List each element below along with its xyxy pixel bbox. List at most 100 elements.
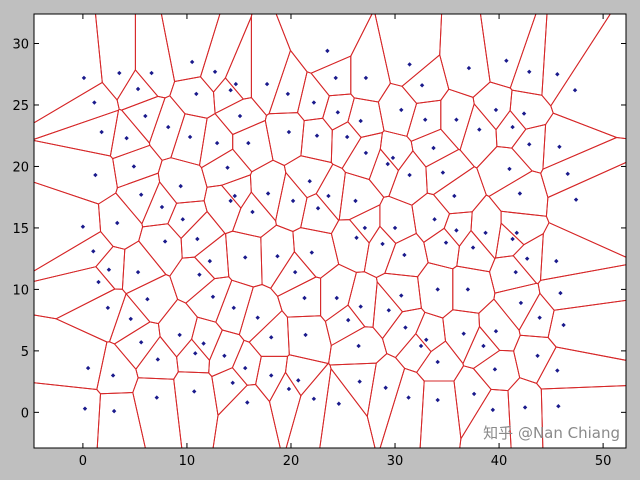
data-point [335,110,341,115]
data-point [80,224,86,229]
y-tick-label: 15 [12,222,29,237]
data-point [493,107,499,113]
data-point [518,300,524,306]
data-point [527,142,532,147]
data-point [155,357,161,362]
data-point [422,117,428,122]
x-tick-label: 20 [283,454,300,469]
y-tick-label: 5 [21,345,29,360]
data-point [517,191,523,196]
data-point [275,254,280,259]
data-point [201,341,206,346]
data-point [243,255,248,260]
data-point [524,256,530,261]
data-point [454,228,459,233]
data-point [264,81,270,87]
data-point [96,279,101,285]
data-point [443,240,449,245]
data-point [418,343,424,349]
data-point [228,88,233,93]
data-point [197,272,202,277]
data-point [399,293,404,298]
voronoi-edges [34,14,626,448]
data-point [210,294,216,299]
data-point [159,204,165,210]
data-point [471,391,477,397]
data-point [522,405,528,410]
data-point [535,353,540,358]
data-point [346,317,351,323]
x-tick-label: 50 [595,454,612,469]
data-point [309,250,314,255]
data-point [135,269,141,275]
data-point [302,295,307,301]
data-point [307,179,312,184]
watermark: 知乎 @Nan Chiang [483,424,620,442]
data-point [110,373,116,378]
data-point [250,209,255,215]
voronoi-cell [379,367,425,448]
data-point [380,241,385,247]
data-point [187,134,193,140]
plot-frame [33,13,627,449]
y-tick-label: 10 [12,283,29,298]
y-tick-label: 30 [12,38,29,53]
voronoi-cell [507,377,544,448]
data-point [311,396,317,402]
data-point [286,386,292,392]
data-point [311,100,317,105]
x-tick-label: 40 [491,454,508,469]
data-point [115,220,120,226]
data-point [212,69,218,74]
voronoi-cell [34,382,101,448]
data-point [265,191,271,196]
data-point [286,129,292,135]
data-point [192,389,197,394]
data-point [385,161,390,167]
data-points [80,48,579,414]
data-point [565,171,570,177]
data-point [180,217,185,222]
data-point [230,380,235,386]
data-point [466,65,472,71]
voronoi-cell [96,392,146,448]
data-point [554,258,559,264]
voronoi-cell [212,384,281,448]
data-point [483,230,488,236]
data-point [513,269,518,275]
data-point [233,81,239,87]
x-tick-label: 30 [387,454,404,469]
data-point [510,236,515,242]
data-point [232,193,238,199]
data-point [510,124,515,130]
data-point [105,305,111,311]
data-point [111,408,117,414]
data-point [285,91,291,97]
data-point [143,113,148,119]
data-point [81,75,87,81]
data-point [386,308,391,313]
data-point [135,86,141,92]
data-point [93,172,98,178]
data-point [419,83,425,88]
data-point [124,135,129,141]
data-point [407,62,412,67]
data-point [353,198,358,204]
data-point [138,340,144,345]
x-tick-label: 10 [179,454,196,469]
data-point [162,239,168,244]
data-point [465,287,471,292]
data-point [481,343,486,349]
data-point [358,304,363,309]
data-point [435,397,440,403]
data-point [435,287,440,292]
data-point [177,332,182,338]
data-point [440,170,446,175]
data-point [91,249,96,254]
data-point [354,235,359,240]
data-point [572,88,578,93]
voronoi-cell [319,368,376,448]
data-point [166,124,171,130]
data-point [392,225,398,231]
data-point [195,236,200,242]
